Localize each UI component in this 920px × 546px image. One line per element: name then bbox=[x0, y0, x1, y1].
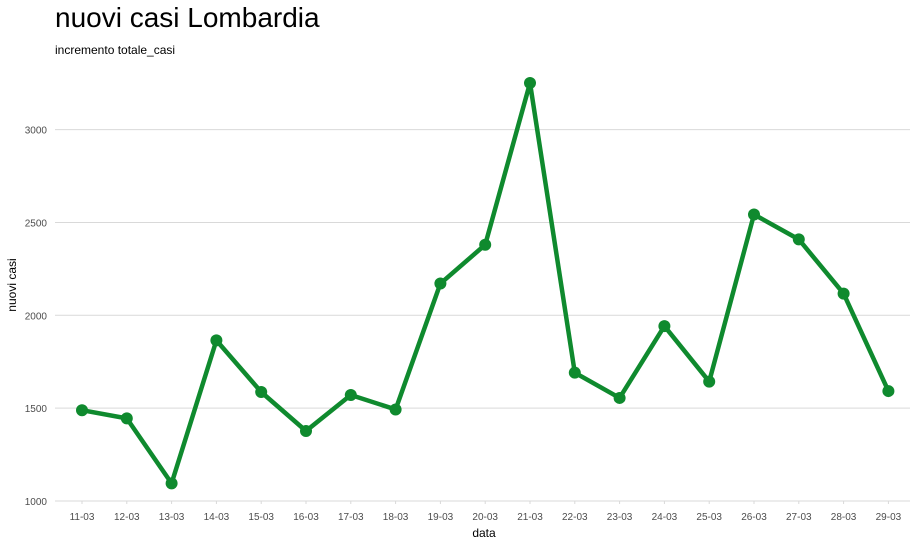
data-point bbox=[613, 391, 626, 404]
data-point bbox=[703, 375, 716, 388]
x-axis-label: data bbox=[472, 526, 496, 540]
x-tick-label: 12-03 bbox=[114, 512, 140, 523]
x-tick-label: 17-03 bbox=[338, 512, 364, 523]
data-point bbox=[524, 77, 536, 89]
chart-title: nuovi casi Lombardia bbox=[55, 2, 320, 33]
y-tick-label: 2000 bbox=[25, 311, 48, 322]
x-tick-label: 16-03 bbox=[293, 512, 319, 523]
x-tick-label: 20-03 bbox=[472, 512, 498, 523]
data-point bbox=[120, 412, 133, 425]
chart-subtitle: incremento totale_casi bbox=[55, 43, 176, 57]
data-point bbox=[658, 320, 671, 333]
x-tick-label: 19-03 bbox=[428, 512, 454, 523]
y-tick-label: 2500 bbox=[25, 218, 48, 229]
data-point bbox=[344, 388, 357, 401]
data-point bbox=[479, 238, 492, 251]
y-tick-label: 1000 bbox=[25, 497, 48, 508]
x-tick-label: 11-03 bbox=[70, 512, 95, 523]
x-tick-label: 27-03 bbox=[786, 512, 812, 523]
x-tick-label: 26-03 bbox=[741, 512, 767, 523]
data-point bbox=[210, 334, 223, 347]
x-tick-label: 15-03 bbox=[248, 512, 274, 523]
x-tick-label: 18-03 bbox=[383, 512, 409, 523]
data-point bbox=[300, 424, 312, 437]
x-tick-label: 13-03 bbox=[159, 512, 185, 523]
data-point bbox=[389, 403, 402, 416]
data-point bbox=[255, 385, 268, 398]
data-point bbox=[792, 233, 805, 246]
x-tick-label: 22-03 bbox=[562, 512, 588, 523]
x-tick-label: 28-03 bbox=[831, 512, 857, 523]
y-axis-label: nuovi casi bbox=[5, 258, 19, 311]
data-point bbox=[748, 208, 760, 221]
data-point bbox=[76, 404, 88, 417]
data-point bbox=[165, 477, 178, 490]
data-point bbox=[568, 366, 581, 379]
y-tick-label: 1500 bbox=[25, 404, 48, 415]
x-tick-label: 24-03 bbox=[652, 512, 678, 523]
series-line bbox=[79, 80, 891, 486]
y-tick-label: 3000 bbox=[25, 126, 48, 137]
data-point bbox=[882, 385, 895, 398]
x-tick-label: 14-03 bbox=[204, 512, 230, 523]
x-tick-label: 29-03 bbox=[876, 512, 902, 523]
x-tick-label: 21-03 bbox=[517, 512, 543, 523]
axes: 1000 1500 2000 2500 3000 11-03 12-03 13-03 14-03… bbox=[25, 126, 902, 523]
data-point bbox=[434, 277, 447, 290]
x-tick-label: 25-03 bbox=[696, 512, 722, 523]
x-tick-label: 23-03 bbox=[607, 512, 633, 523]
series-line-group bbox=[76, 77, 895, 490]
data-point bbox=[837, 287, 850, 300]
